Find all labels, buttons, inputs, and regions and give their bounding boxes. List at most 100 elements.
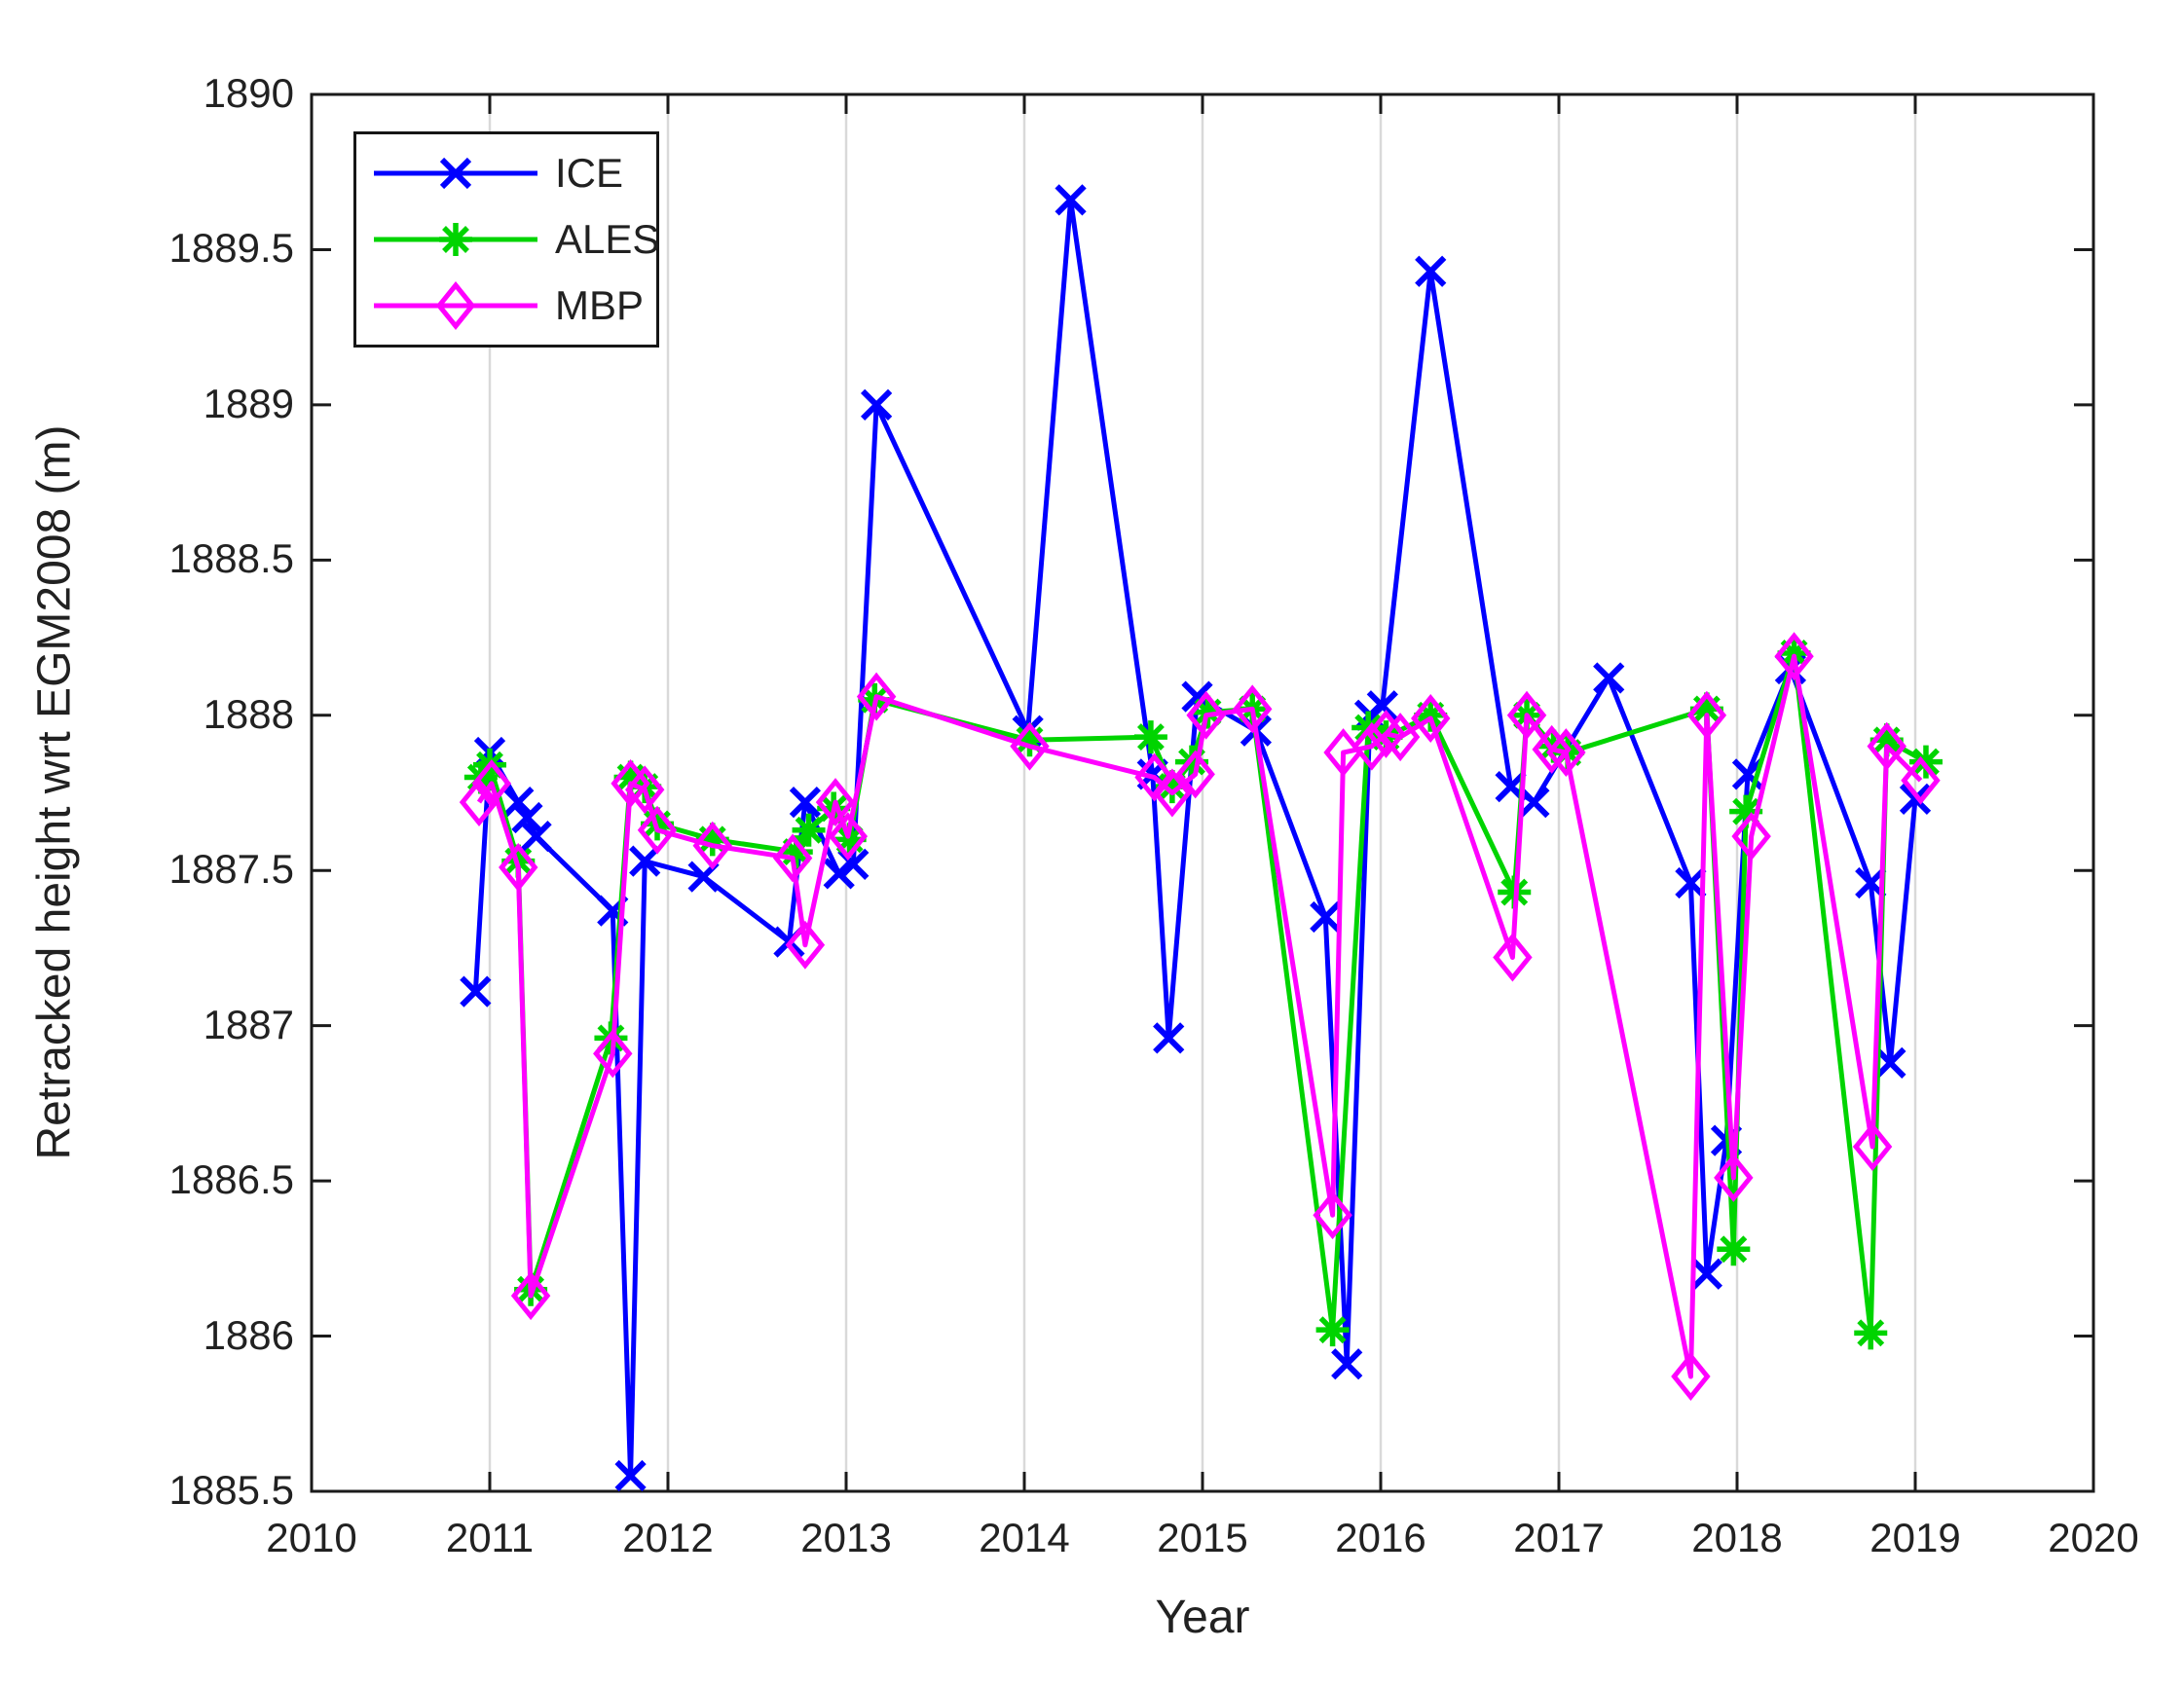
x-tick-label-2014: 2014 bbox=[979, 1515, 1070, 1560]
marker-diamond bbox=[435, 281, 476, 330]
marker-x bbox=[789, 786, 822, 819]
marker-x bbox=[1415, 255, 1447, 287]
marker-diamond bbox=[1546, 728, 1586, 778]
marker-x bbox=[614, 1459, 647, 1492]
x-tick-label-2016: 2016 bbox=[1335, 1515, 1426, 1560]
marker-x bbox=[823, 858, 855, 890]
marker-asterisk bbox=[779, 835, 813, 869]
marker-asterisk bbox=[1689, 692, 1723, 726]
ice-line-sample-icon bbox=[374, 157, 537, 190]
marker-diamond bbox=[471, 758, 512, 808]
marker-diamond bbox=[1186, 690, 1226, 740]
marker-x bbox=[460, 975, 492, 1008]
marker-diamond bbox=[1901, 755, 1941, 805]
marker-asterisk bbox=[1717, 1232, 1751, 1266]
marker-x bbox=[1690, 1258, 1723, 1290]
marker-diamond bbox=[1233, 684, 1273, 734]
marker-asterisk bbox=[695, 823, 729, 857]
marker-diamond bbox=[1313, 1191, 1352, 1240]
x-tick-label-2011: 2011 bbox=[445, 1515, 535, 1560]
series-line-mbp bbox=[476, 653, 1923, 1379]
marker-diamond bbox=[692, 821, 732, 870]
y-tick-label-1888: 1888 bbox=[203, 690, 294, 737]
y-tick-label-1889.5: 1889.5 bbox=[168, 225, 294, 272]
marker-x bbox=[439, 157, 472, 190]
y-tick-label-1886.5: 1886.5 bbox=[168, 1156, 294, 1203]
marker-asterisk bbox=[439, 223, 472, 256]
marker-asterisk bbox=[833, 823, 867, 857]
legend: ICE ALES MBP bbox=[353, 131, 659, 348]
marker-x bbox=[520, 821, 552, 853]
marker-asterisk bbox=[1133, 720, 1167, 754]
legend-item-mbp: MBP bbox=[356, 275, 656, 337]
marker-x bbox=[502, 786, 535, 819]
marker-diamond bbox=[1731, 812, 1771, 861]
marker-asterisk bbox=[1729, 794, 1763, 828]
marker-asterisk bbox=[1908, 745, 1943, 779]
series-markers-mbp bbox=[459, 632, 1941, 1401]
marker-diamond bbox=[1175, 750, 1215, 799]
y-tick-label-1886: 1886 bbox=[203, 1311, 294, 1358]
legend-item-ice: ICE bbox=[356, 142, 656, 204]
marker-x bbox=[1593, 662, 1625, 694]
x-tick-label-2010: 2010 bbox=[266, 1515, 357, 1560]
marker-asterisk bbox=[1777, 637, 1811, 670]
marker-diamond bbox=[1134, 752, 1174, 802]
marker-asterisk bbox=[613, 760, 648, 794]
marker-x bbox=[1874, 1046, 1906, 1080]
marker-diamond bbox=[1774, 632, 1814, 681]
marker-diamond bbox=[1010, 721, 1050, 771]
y-tick-label-1885.5: 1885.5 bbox=[168, 1467, 294, 1514]
legend-item-ales: ALES bbox=[356, 208, 660, 271]
marker-x bbox=[629, 845, 661, 877]
marker-diamond bbox=[499, 843, 538, 893]
x-tick-label-2020: 2020 bbox=[2048, 1515, 2139, 1560]
marker-diamond bbox=[1852, 1122, 1893, 1172]
marker-x bbox=[1366, 690, 1398, 722]
marker-diamond bbox=[1411, 693, 1451, 743]
y-tick-label-1887.5: 1887.5 bbox=[168, 846, 294, 893]
y-tick-label-1888.5: 1888.5 bbox=[168, 535, 294, 582]
legend-label-ales: ALES bbox=[555, 216, 660, 262]
legend-label-mbp: MBP bbox=[555, 282, 645, 328]
y-tick-label-1889: 1889 bbox=[203, 380, 294, 426]
x-tick-label-2013: 2013 bbox=[800, 1515, 892, 1560]
marker-asterisk bbox=[1854, 1316, 1888, 1350]
marker-diamond bbox=[1380, 713, 1421, 762]
y-axis-title: Retracked height wrt EGM2008 (m) bbox=[28, 424, 81, 1160]
x-tick-label-2019: 2019 bbox=[1869, 1515, 1961, 1560]
x-tick-label-2012: 2012 bbox=[622, 1515, 714, 1560]
marker-diamond bbox=[593, 1029, 633, 1079]
x-tick-label-2015: 2015 bbox=[1157, 1515, 1248, 1560]
marker-diamond bbox=[1671, 1352, 1711, 1401]
marker-diamond bbox=[772, 833, 813, 883]
marker-asterisk bbox=[792, 813, 826, 847]
marker-x bbox=[1899, 783, 1932, 815]
marker-asterisk bbox=[1414, 698, 1448, 732]
series-line-ice bbox=[472, 197, 1918, 1479]
marker-diamond bbox=[637, 805, 678, 855]
marker-x bbox=[511, 801, 543, 834]
legend-label-ice: ICE bbox=[555, 150, 624, 196]
marker-diamond bbox=[1686, 690, 1727, 740]
y-tick-label-1890: 1890 bbox=[203, 70, 294, 117]
y-tick-label-1887: 1887 bbox=[203, 1001, 294, 1047]
x-tick-label-2017: 2017 bbox=[1513, 1515, 1605, 1560]
marker-diamond bbox=[459, 778, 500, 827]
marker-x bbox=[1675, 866, 1707, 899]
marker-asterisk bbox=[1869, 723, 1904, 757]
marker-asterisk bbox=[1013, 723, 1047, 757]
marker-diamond bbox=[1506, 690, 1547, 740]
marker-diamond bbox=[1867, 721, 1906, 771]
marker-diamond bbox=[1366, 709, 1406, 758]
marker-asterisk bbox=[1155, 770, 1189, 804]
marker-asterisk bbox=[1315, 1313, 1350, 1347]
marker-x bbox=[1518, 786, 1550, 819]
x-axis-title: Year bbox=[1155, 1592, 1250, 1643]
marker-diamond bbox=[624, 765, 665, 815]
marker-diamond bbox=[1714, 1153, 1754, 1202]
marker-diamond bbox=[1493, 933, 1533, 982]
marker-diamond bbox=[856, 672, 897, 721]
